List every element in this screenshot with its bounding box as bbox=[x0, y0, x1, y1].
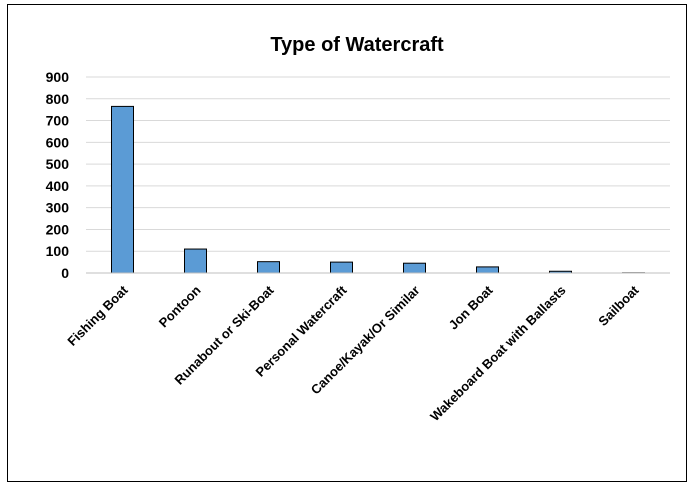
y-tick-label: 500 bbox=[46, 156, 70, 172]
y-tick-label: 900 bbox=[46, 69, 70, 85]
y-tick-label: 800 bbox=[46, 91, 70, 107]
bars bbox=[111, 105, 645, 274]
x-tick-label: Pontoon bbox=[156, 282, 204, 330]
x-tick-label: Fishing Boat bbox=[64, 282, 131, 349]
bar bbox=[111, 105, 134, 274]
chart-title: Type of Watercraft bbox=[270, 34, 444, 56]
bar bbox=[184, 248, 207, 274]
y-axis-ticks: 0 100 200 300 400 500 600 700 800 900 bbox=[46, 69, 70, 281]
bar bbox=[330, 261, 353, 274]
bar bbox=[476, 266, 499, 274]
x-tick-label: Sailboat bbox=[595, 282, 642, 329]
bar bbox=[257, 261, 280, 274]
y-tick-label: 0 bbox=[61, 265, 69, 281]
x-tick-label: Jon Boat bbox=[446, 282, 496, 332]
y-tick-label: 300 bbox=[46, 200, 70, 216]
y-tick-label: 100 bbox=[46, 243, 70, 259]
x-tick-label: Wakeboard Boat with Ballasts bbox=[427, 283, 569, 425]
y-tick-label: 400 bbox=[46, 178, 70, 194]
y-tick-label: 700 bbox=[46, 113, 70, 129]
y-tick-label: 200 bbox=[46, 221, 70, 237]
bar bbox=[403, 262, 426, 274]
y-tick-label: 600 bbox=[46, 134, 70, 150]
gridlines bbox=[86, 76, 670, 252]
